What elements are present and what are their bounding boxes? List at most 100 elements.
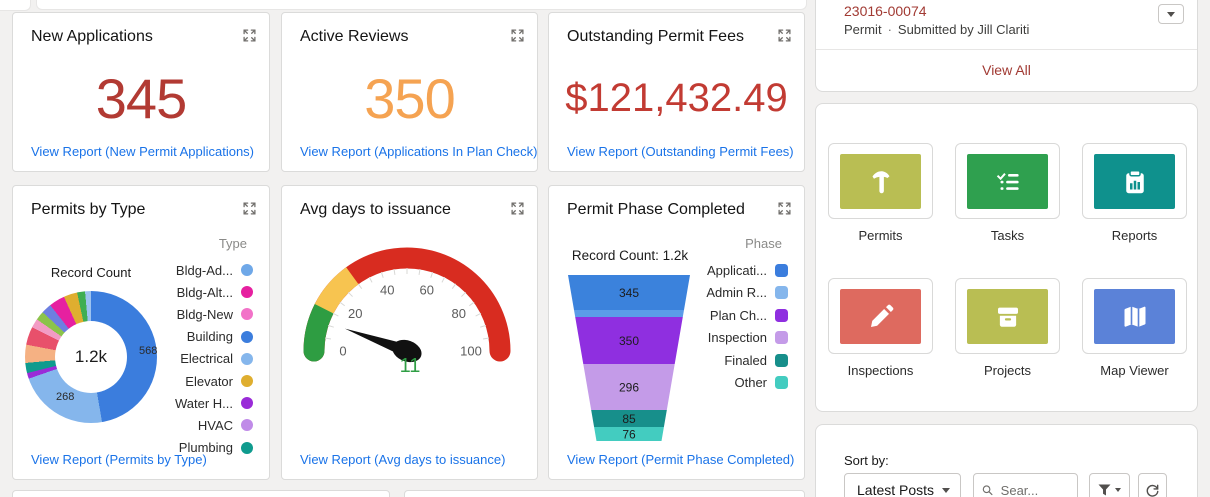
legend-title: Type: [218, 236, 247, 251]
gauge-tick: [451, 283, 457, 289]
report-icon: [1125, 169, 1144, 193]
map-tile-art: [1094, 289, 1175, 344]
expand-arrows-icon: [778, 202, 791, 215]
expand-icon[interactable]: [511, 202, 525, 216]
gauge-tick-label: 20: [348, 306, 362, 321]
donut-chart[interactable]: 1.2k: [25, 291, 157, 423]
expand-icon[interactable]: [243, 202, 257, 216]
view-all-link[interactable]: View All: [982, 62, 1031, 78]
funnel-icon: [1098, 484, 1111, 496]
tile-button-inspections[interactable]: [828, 278, 933, 354]
legend-item[interactable]: Elevator: [175, 370, 253, 392]
tile-inspections: Inspections: [828, 278, 933, 378]
tile-button-permits[interactable]: [828, 143, 933, 219]
legend-swatch-icon: [775, 263, 788, 277]
expand-arrows-icon: [511, 29, 524, 42]
record-list-card: 23016-00074 Permit · Submitted by Jill Cla…: [815, 0, 1198, 92]
funnel-stage-label: 345: [619, 286, 639, 300]
gauge-tick: [324, 337, 332, 340]
legend-item[interactable]: Bldg-Alt...: [175, 281, 253, 303]
tile-tasks: Tasks: [955, 143, 1060, 243]
refresh-icon: [1146, 484, 1159, 497]
funnel-chart[interactable]: 345 350 296 85 76: [567, 274, 691, 442]
legend-item[interactable]: Plumbing: [175, 437, 253, 459]
tile-button-projects[interactable]: [955, 278, 1060, 354]
legend-swatch-icon: [241, 264, 253, 277]
funnel-stage[interactable]: [574, 310, 684, 317]
legend-swatch-icon: [241, 308, 253, 321]
legend-label: Admin R...: [706, 285, 767, 301]
view-report-link[interactable]: View Report (Avg days to issuance): [300, 452, 506, 467]
record-subtitle: Permit · Submitted by Jill Clariti: [844, 22, 1029, 37]
funnel-stage[interactable]: [575, 317, 683, 364]
search-icon: [982, 485, 993, 496]
funnel-stage[interactable]: [594, 427, 664, 441]
legend-item[interactable]: Finaled: [706, 349, 788, 372]
legend-item[interactable]: Other: [706, 372, 788, 395]
gauge-tick: [475, 312, 482, 317]
funnel-stage[interactable]: [568, 275, 690, 310]
legend-label: Finaled: [724, 352, 767, 368]
filter-button[interactable]: [1089, 473, 1130, 497]
funnel-stage[interactable]: [583, 364, 675, 410]
card-title: Active Reviews: [300, 28, 409, 45]
view-report-link[interactable]: View Report (Applications In Plan Check): [300, 144, 538, 159]
funnel-stage-label: 296: [619, 381, 639, 395]
gauge-tick: [441, 276, 446, 283]
tile-permits: Permits: [828, 143, 933, 243]
legend-item[interactable]: Building: [175, 326, 253, 348]
funnel-stage-label: 76: [622, 428, 636, 442]
legend-label: Elevator: [185, 373, 233, 389]
record-actions-button[interactable]: [1158, 4, 1184, 24]
gauge-chart[interactable]: 0 20 40 60 80 100 11: [282, 236, 539, 396]
funnel-stage-label: 350: [619, 334, 639, 348]
gauge-tick: [393, 268, 396, 276]
refresh-button[interactable]: [1138, 473, 1167, 497]
expand-icon[interactable]: [778, 29, 792, 43]
legend-item[interactable]: Electrical: [175, 348, 253, 370]
divider: [816, 49, 1197, 50]
tile-button-map-viewer[interactable]: [1082, 278, 1187, 354]
legend-item[interactable]: Admin R...: [706, 282, 788, 305]
legend-item[interactable]: Applicati...: [706, 259, 788, 282]
legend-item[interactable]: Bldg-New: [175, 303, 253, 325]
legend-item[interactable]: Inspection: [706, 327, 788, 350]
legend-item[interactable]: Plan Ch...: [706, 304, 788, 327]
gauge-tick-label: 40: [380, 283, 394, 298]
legend-swatch-icon: [775, 286, 788, 300]
expand-icon[interactable]: [511, 29, 525, 43]
view-report-link[interactable]: View Report (Outstanding Permit Fees): [567, 144, 794, 159]
legend-swatch-icon: [775, 376, 788, 390]
gauge-tick: [339, 301, 345, 307]
report-tile-art: [1094, 154, 1175, 209]
legend-label: Electrical: [180, 351, 233, 367]
header-remnant: [36, 0, 807, 10]
expand-icon[interactable]: [243, 29, 257, 43]
view-report-link[interactable]: View Report (New Permit Applications): [31, 144, 255, 159]
partial-card: [404, 490, 805, 497]
view-report-link[interactable]: View Report (Permits by Type): [31, 452, 207, 467]
pencil-tile-art: [840, 289, 921, 344]
kpi-value: $121,432.49: [565, 75, 788, 120]
legend-swatch-icon: [241, 375, 253, 388]
search-input[interactable]: [998, 481, 1069, 497]
chevron-down-icon: [1167, 11, 1175, 17]
gauge-tick: [368, 276, 373, 283]
sort-select-value: Latest Posts: [857, 482, 935, 497]
tile-button-tasks[interactable]: [955, 143, 1060, 219]
tile-button-reports[interactable]: [1082, 143, 1187, 219]
legend-label: Bldg-Alt...: [176, 284, 233, 300]
view-report-link[interactable]: View Report (Permit Phase Completed): [567, 452, 795, 467]
funnel-stage[interactable]: [591, 410, 667, 427]
record-link[interactable]: 23016-00074: [844, 3, 927, 19]
sort-select[interactable]: Latest Posts: [844, 473, 961, 497]
kpi-value: 345: [95, 66, 187, 130]
legend-item[interactable]: Water H...: [175, 392, 253, 414]
permits-by-type-card: Permits by Type Record Count 1.2k 568 26…: [12, 185, 270, 480]
expand-icon[interactable]: [778, 202, 792, 216]
slice-label: 268: [56, 391, 75, 403]
gauge-tick: [357, 283, 363, 289]
legend-item[interactable]: HVAC: [175, 414, 253, 436]
legend-item[interactable]: Bldg-Ad...: [175, 259, 253, 281]
gauge-tick: [482, 337, 490, 340]
